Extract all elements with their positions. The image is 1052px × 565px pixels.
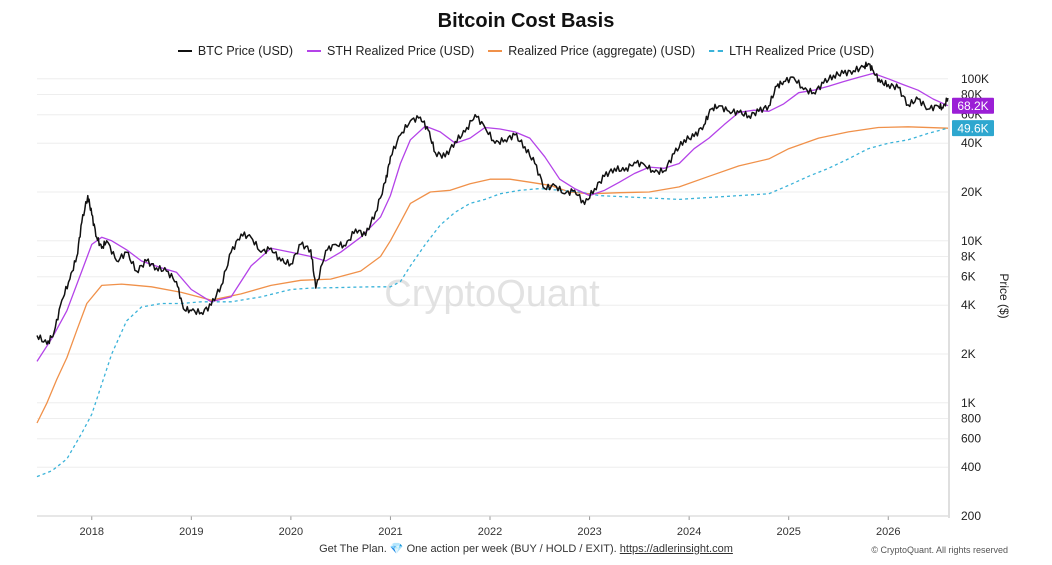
x-tick-label: 2023 bbox=[577, 526, 601, 538]
legend-item-realized-aggregate[interactable]: Realized Price (aggregate) (USD) bbox=[488, 44, 695, 58]
legend-item-btc-price[interactable]: BTC Price (USD) bbox=[177, 44, 294, 58]
series-line-realized-aggregate bbox=[36, 126, 949, 424]
legend-label-sth: STH Realized Price (USD) bbox=[327, 44, 475, 58]
y-axis: 2004006008001K2K4K6K8K10K20K40K60K80K100… bbox=[961, 72, 989, 523]
legend-label-lth: LTH Realized Price (USD) bbox=[729, 44, 875, 58]
series-line-btc-price bbox=[36, 61, 949, 345]
y-tick-label: 2K bbox=[961, 347, 976, 361]
y-tick-label: 1K bbox=[961, 396, 976, 410]
x-tick-label: 2026 bbox=[876, 526, 900, 538]
x-tick-label: 2024 bbox=[677, 526, 701, 538]
x-tick-label: 2018 bbox=[80, 526, 104, 538]
y-tick-label: 8K bbox=[961, 249, 976, 263]
legend-swatch-lth bbox=[709, 50, 724, 52]
x-tick-label: 2020 bbox=[279, 526, 303, 538]
y-tick-label: 100K bbox=[961, 72, 989, 86]
footer-text-2: One action per week (BUY / HOLD / EXIT). bbox=[406, 543, 617, 555]
legend-item-lth-realized[interactable]: LTH Realized Price (USD) bbox=[709, 44, 874, 58]
y-tick-label: 40K bbox=[961, 136, 982, 150]
legend-swatch-btc bbox=[177, 50, 192, 52]
series-line-sth-realized bbox=[36, 72, 949, 362]
legend-item-sth-realized[interactable]: STH Realized Price (USD) bbox=[307, 44, 474, 58]
gem-icon: 💎 bbox=[389, 543, 404, 555]
footer-link[interactable]: https://adlerinsight.com bbox=[619, 543, 733, 555]
legend-swatch-sth bbox=[307, 50, 322, 52]
x-tick-label: 2019 bbox=[179, 526, 203, 538]
y-axis-label: Price ($) bbox=[997, 273, 1011, 318]
copyright: © CryptoQuant. All rights reserved bbox=[871, 545, 1008, 555]
legend-label-btc: BTC Price (USD) bbox=[197, 44, 294, 58]
x-tick-label: 2025 bbox=[776, 526, 800, 538]
series-group bbox=[36, 61, 949, 478]
y-tick-label: 800 bbox=[961, 411, 981, 425]
legend-swatch-realized bbox=[488, 50, 503, 52]
y-tick-label: 4K bbox=[961, 298, 976, 312]
end-label-text: 49.6K bbox=[957, 122, 988, 136]
watermark: CryptoQuant bbox=[384, 273, 600, 315]
y-tick-label: 600 bbox=[961, 432, 981, 446]
y-tick-label: 10K bbox=[961, 234, 982, 248]
footer: Get The Plan. 💎 One action per week (BUY… bbox=[0, 542, 1052, 555]
y-tick-label: 6K bbox=[961, 270, 976, 284]
end-label-box bbox=[952, 97, 994, 114]
chart-title: Bitcoin Cost Basis bbox=[437, 10, 615, 32]
legend: BTC Price (USD) STH Realized Price (USD)… bbox=[0, 44, 1052, 58]
y-tick-label: 400 bbox=[961, 460, 981, 474]
x-tick-label: 2021 bbox=[378, 526, 402, 538]
y-tick-label: 20K bbox=[961, 185, 982, 199]
end-label-text: 68.2K bbox=[957, 99, 988, 113]
footer-text: Get The Plan. bbox=[319, 543, 387, 555]
y-tick-label: 200 bbox=[961, 509, 981, 523]
legend-label-realized: Realized Price (aggregate) (USD) bbox=[508, 44, 696, 58]
end-labels: 68.2K 49.6K bbox=[952, 97, 994, 137]
series-line-lth-realized bbox=[36, 127, 949, 478]
end-label-box bbox=[952, 120, 994, 137]
x-tick-label: 2022 bbox=[478, 526, 502, 538]
x-axis: 2018 2019 2020 2021 2022 2023 2024 2025 2026 bbox=[37, 515, 948, 538]
